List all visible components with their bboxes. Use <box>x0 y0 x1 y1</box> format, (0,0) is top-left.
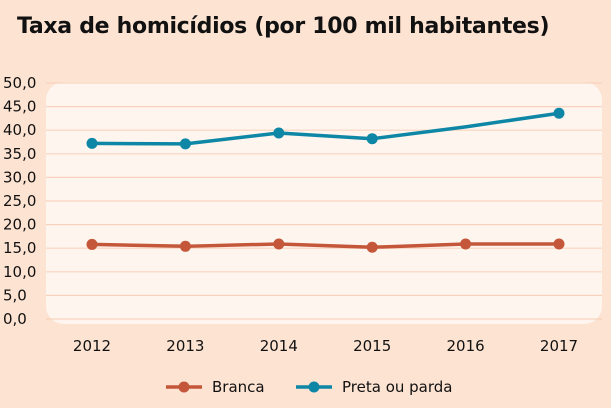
y-tick-label: 45,0 <box>3 98 36 116</box>
data-point <box>273 238 285 250</box>
y-tick-label: 35,0 <box>3 145 36 163</box>
y-tick-label: 50,0 <box>3 74 36 92</box>
x-tick-label: 2017 <box>540 337 578 355</box>
y-axis-ticks: 0,0 5,0 10,0 15,0 20,0 25,0 30,0 35,0 40,0 45,0 50… <box>3 74 36 328</box>
data-point <box>86 137 98 149</box>
series-0 <box>86 238 565 253</box>
y-tick-label: 10,0 <box>3 263 36 281</box>
y-tick-label: 25,0 <box>3 192 36 210</box>
chart-title: Taxa de homicídios (por 100 mil habitant… <box>17 14 550 39</box>
legend: Branca Preta ou parda <box>166 378 452 396</box>
x-tick-label: 2016 <box>447 337 485 355</box>
x-tick-label: 2012 <box>73 337 111 355</box>
data-point <box>179 138 191 150</box>
y-tick-label: 20,0 <box>3 216 36 234</box>
data-point <box>553 107 565 119</box>
legend-swatch-marker <box>178 381 190 393</box>
series-group <box>86 107 565 253</box>
data-point <box>553 238 565 250</box>
data-point <box>366 241 378 253</box>
legend-label: Branca <box>212 378 265 396</box>
data-point <box>460 238 472 250</box>
x-tick-label: 2015 <box>353 337 391 355</box>
x-tick-label: 2014 <box>260 337 298 355</box>
legend-item: Preta ou parda <box>296 378 452 396</box>
y-tick-label: 15,0 <box>3 239 36 257</box>
legend-swatch-marker <box>308 381 320 393</box>
y-tick-label: 5,0 <box>3 286 27 304</box>
legend-label: Preta ou parda <box>342 378 452 396</box>
series-line <box>90 111 561 146</box>
y-tick-label: 30,0 <box>3 168 36 186</box>
data-point <box>86 238 98 250</box>
data-point <box>366 133 378 145</box>
data-point <box>179 240 191 252</box>
grid-lines <box>46 82 602 320</box>
data-point <box>273 127 285 139</box>
legend-item: Branca <box>166 378 265 396</box>
x-tick-label: 2013 <box>166 337 204 355</box>
y-tick-label: 40,0 <box>3 121 36 139</box>
y-tick-label: 0,0 <box>3 310 27 328</box>
series-1 <box>86 107 565 150</box>
x-axis-ticks: 2012 2013 2014 2015 2016 2017 <box>73 337 578 355</box>
series-line <box>90 242 561 250</box>
